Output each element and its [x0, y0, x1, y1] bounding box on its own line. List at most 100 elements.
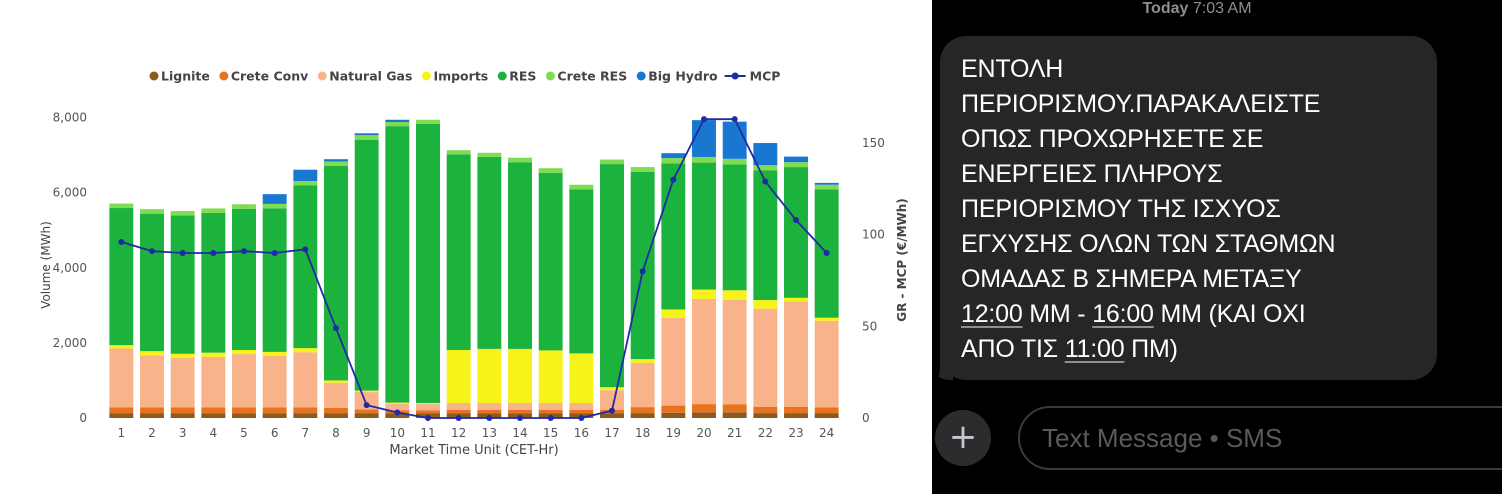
legend-swatch: [636, 71, 646, 81]
bar-segment-natural-gas: [600, 390, 624, 410]
mcp-point: [578, 415, 585, 421]
mcp-point: [793, 217, 799, 223]
bar-segment-natural-gas: [354, 392, 379, 410]
x-tick-label: 7: [302, 426, 310, 440]
mcp-point: [241, 248, 247, 255]
bar-segment-big-hydro: [692, 120, 716, 157]
bar-segment-lignite: [324, 413, 348, 418]
x-tick-label: 13: [482, 426, 497, 440]
x-tick-label: 20: [696, 426, 711, 440]
message-text: ΜΜ -: [1022, 300, 1093, 328]
bar-segment-lignite: [630, 413, 655, 418]
bar-segment-imports: [630, 359, 655, 363]
bar-segment-res: [630, 171, 655, 360]
mcp-point: [762, 178, 769, 185]
bar-segment-imports: [232, 350, 256, 355]
bar-segment-natural-gas: [508, 402, 532, 410]
bar-segment-res: [109, 208, 134, 346]
x-tick-label: 22: [758, 426, 773, 440]
bar-segment-imports: [814, 317, 839, 321]
bar-segment-big-hydro: [722, 121, 747, 159]
x-tick-label: 8: [332, 426, 340, 440]
bar-segment-res: [661, 163, 686, 310]
bar-segment-natural-gas: [814, 320, 839, 408]
x-tick-label: 23: [788, 426, 803, 440]
mcp-point: [302, 246, 309, 253]
message-line: 12:00 ΜΜ - 16:00 ΜΜ (ΚΑΙ ΟΧΙ: [961, 297, 1419, 332]
bar-segment-res: [722, 164, 747, 291]
legend-label: Big Hydro: [648, 69, 718, 84]
text-message-input[interactable]: Text Message • SMS: [1018, 406, 1502, 470]
bar-segment-imports: [170, 353, 195, 358]
message-text: ΠΕΡΙΟΡΙΣΜΟΥ ΤΗΣ ΙΣΧΥΟΣ: [961, 195, 1281, 223]
bar-segment-crete-conv: [753, 406, 778, 414]
plus-icon[interactable]: +: [935, 410, 991, 466]
mcp-point: [149, 248, 155, 255]
bar-segment-natural-gas: [477, 402, 502, 410]
bar-segment-natural-gas: [262, 356, 287, 408]
x-tick-label: 1: [118, 426, 126, 440]
bar-segment-crete-conv: [170, 407, 195, 414]
bar-segment-lignite: [753, 413, 778, 418]
message-line: ΟΜΑΔΑΣ Β ΣΗΜΕΡΑ ΜΕΤΑΞΥ: [961, 262, 1419, 297]
bubble-tail-mask: [932, 356, 940, 384]
bar-segment-lignite: [109, 413, 134, 418]
bar-segment-crete-conv: [262, 407, 287, 414]
bar-segment-big-hydro: [661, 153, 686, 159]
bar-segment-crete-conv: [477, 409, 502, 414]
bar-segment-imports: [722, 290, 747, 300]
timestamp-day: Today: [1142, 0, 1189, 17]
bar-segment-crete-res: [293, 180, 318, 186]
bar-segment-imports: [508, 348, 532, 403]
bar-segment-imports: [692, 289, 716, 299]
bar-segment-natural-gas: [569, 402, 594, 410]
legend-label: Natural Gas: [329, 69, 412, 84]
bar-segment-crete-conv: [661, 405, 686, 413]
bar-segment-big-hydro: [293, 169, 318, 181]
bar-segment-lignite: [201, 413, 226, 418]
bar-segment-crete-conv: [692, 404, 716, 413]
message-line: ΕΝΕΡΓΕΙΕΣ ΠΛΗΡΟΥΣ: [961, 157, 1419, 192]
x-tick-label: 2: [148, 426, 156, 440]
bar-segment-crete-conv: [140, 407, 164, 414]
x-tick-label: 18: [635, 426, 650, 440]
bar-segment-imports: [201, 352, 226, 357]
bar-segment-crete-res: [508, 157, 532, 163]
time-link[interactable]: 16:00: [1092, 300, 1154, 328]
y-axis-title: Volume (MWh): [39, 221, 53, 309]
bar-segment-lignite: [600, 413, 624, 418]
bar-segment-res: [354, 139, 379, 391]
bar-segment-crete-conv: [784, 406, 808, 414]
message-text: ΕΝΤΟΛΗ: [961, 55, 1064, 83]
message-timestamp: Today 7:03 AM: [932, 0, 1462, 18]
bar-segment-lignite: [354, 413, 379, 418]
bar-segment-lignite: [140, 413, 164, 418]
bar-segment-res: [293, 185, 318, 349]
bar-segment-imports: [753, 300, 778, 309]
bar-segment-crete-conv: [232, 407, 256, 414]
bar-segment-crete-res: [477, 152, 502, 157]
y-tick-label: 0: [79, 411, 87, 425]
mcp-point: [547, 415, 554, 421]
message-text: ΟΜΑΔΑΣ Β ΣΗΜΕΡΑ ΜΕΤΑΞΥ: [961, 265, 1302, 293]
bar-segment-crete-conv: [722, 404, 747, 413]
bar-segment-imports: [600, 387, 624, 391]
bar-segment-imports: [385, 402, 410, 404]
x-tick-label: 24: [819, 426, 834, 440]
time-link[interactable]: 11:00: [1064, 335, 1125, 363]
bar-segment-crete-conv: [446, 409, 471, 414]
bar-segment-lignite: [170, 413, 195, 418]
bar-segment-res: [232, 208, 256, 351]
mcp-point: [210, 250, 217, 256]
bar-segment-res: [446, 154, 471, 351]
bar-segment-crete-res: [262, 203, 287, 209]
legend-swatch: [545, 71, 555, 81]
bar-segment-imports: [661, 309, 686, 319]
bar-segment-crete-conv: [109, 407, 134, 414]
y2-tick-label: 150: [862, 136, 885, 150]
bar-segment-natural-gas: [538, 402, 563, 410]
message-line: ΟΠΩΣ ΠΡΟΧΩΡΗΣΕΤΕ ΣΕ: [961, 122, 1419, 157]
bar-segment-natural-gas: [109, 348, 134, 408]
bar-segment-big-hydro: [814, 182, 839, 185]
time-link[interactable]: 12:00: [961, 300, 1023, 328]
